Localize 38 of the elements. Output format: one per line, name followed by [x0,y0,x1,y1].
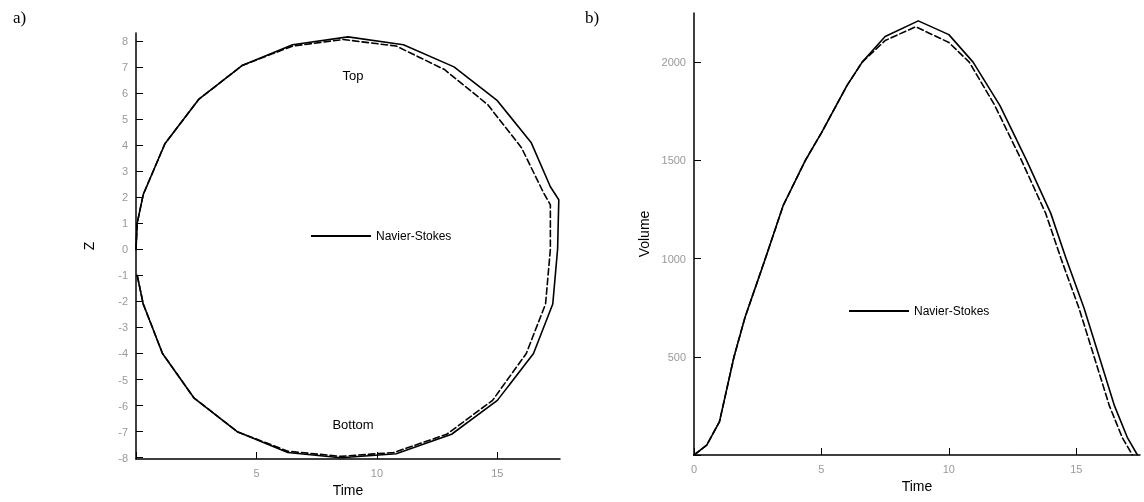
x-axis-title: Time [332,482,364,498]
y-tick-label: 500 [667,350,686,363]
y-tick-label: -2 [118,295,128,308]
x-tick-label: 15 [491,466,504,479]
y-tick-label: 8 [121,34,128,47]
y-tick-label: -6 [118,399,128,412]
legend-label: Navier-Stokes [376,229,452,243]
x-tick-label: 0 [690,462,698,475]
y-tick-label: 1500 [661,154,686,167]
x-tick-label: 15 [1070,462,1083,475]
y-tick-label: 7 [121,60,128,73]
y-tick-label: -1 [118,269,128,282]
x-tick-label: 5 [253,466,260,479]
y-tick-label: 1 [121,217,128,230]
y-tick-label: 2 [121,191,128,204]
annotation: Top [342,68,364,84]
y-tick-label: 4 [121,139,128,152]
x-tick-label: 5 [818,462,825,475]
x-axis-title: Time [901,478,933,494]
y-tick-label: -5 [118,373,128,386]
y-tick-label: -3 [118,321,128,334]
legend-label: Navier-Stokes [914,304,990,318]
x-tick-label: 10 [942,462,955,475]
y-axis-title: Z [81,241,97,251]
y-tick-label: 0 [121,243,128,256]
y-tick-label: 1000 [661,252,686,265]
y-tick-label: 6 [121,86,128,99]
y-tick-label: 2000 [661,56,686,69]
y-axis-title: Volume [635,210,652,258]
y-tick-label: -8 [118,451,128,464]
y-tick-label: 5 [121,112,128,125]
y-tick-label: -7 [118,425,128,438]
annotation: Bottom [332,417,374,433]
x-tick-label: 10 [370,466,384,479]
chart-title: a) [13,8,27,27]
y-tick-label: -4 [118,347,128,360]
chart-title: b) [585,8,600,27]
y-tick-label: 3 [121,165,128,178]
